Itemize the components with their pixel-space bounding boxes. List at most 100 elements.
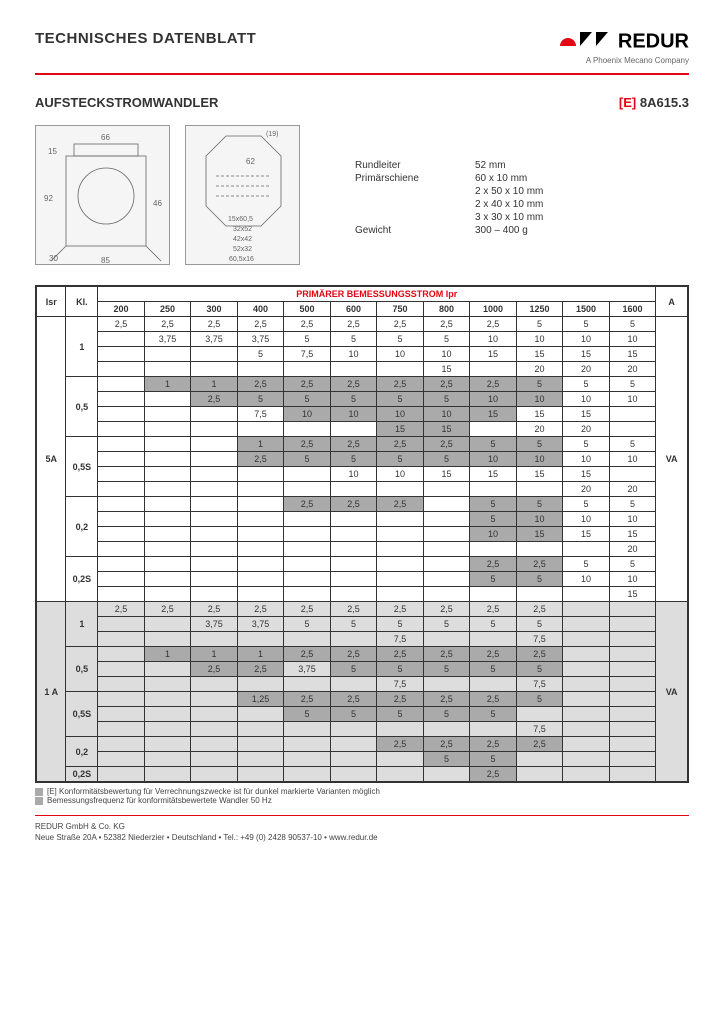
value-cell: 5 — [423, 752, 470, 767]
value-cell — [423, 557, 470, 572]
value-cell: 2,5 — [377, 377, 424, 392]
value-cell — [191, 557, 238, 572]
value-cell: 2,5 — [423, 377, 470, 392]
value-cell — [563, 722, 610, 737]
value-cell: 2,5 — [237, 317, 284, 332]
value-cell: 5 — [330, 662, 377, 677]
kl-cell: 0,2 — [66, 737, 98, 767]
kl-cell: 0,2S — [66, 557, 98, 602]
value-cell: 5 — [377, 707, 424, 722]
spec-value: 3 x 30 x 10 mm — [475, 212, 595, 223]
spec-label: Rundleiter — [355, 160, 475, 171]
value-cell: 2,5 — [237, 377, 284, 392]
value-cell — [609, 617, 656, 632]
value-cell — [284, 572, 331, 587]
value-cell — [563, 752, 610, 767]
a-header: A — [656, 287, 688, 317]
current-column-header: 250 — [144, 302, 191, 317]
value-cell: 2,5 — [191, 317, 238, 332]
footnote-line: Bemessungsfrequenz für konformitätsbewer… — [35, 796, 689, 805]
footer-divider — [35, 815, 689, 816]
value-cell — [330, 482, 377, 497]
value-cell: 2,5 — [330, 317, 377, 332]
value-cell: 5 — [563, 557, 610, 572]
value-cell — [563, 662, 610, 677]
value-cell — [377, 767, 424, 782]
value-cell — [330, 737, 377, 752]
value-cell: 7,5 — [516, 632, 563, 647]
value-cell — [609, 767, 656, 782]
logo-subtitle: A Phoenix Mecano Company — [558, 56, 689, 65]
ratings-table: Isr Kl. PRIMÄRER BEMESSUNGSSTROM Ipr A20… — [35, 285, 689, 783]
value-cell — [330, 767, 377, 782]
value-cell: 5 — [470, 497, 517, 512]
value-cell — [237, 497, 284, 512]
value-cell: 3,75 — [191, 617, 238, 632]
value-cell — [144, 767, 191, 782]
value-cell: 2,5 — [423, 692, 470, 707]
value-cell — [609, 662, 656, 677]
value-cell — [563, 587, 610, 602]
page-title: TECHNISCHES DATENBLATT — [35, 30, 256, 47]
kl-cell: 0,5S — [66, 692, 98, 737]
value-cell — [144, 572, 191, 587]
header-divider — [35, 73, 689, 75]
value-cell: 10 — [377, 407, 424, 422]
value-cell: 5 — [377, 662, 424, 677]
value-cell — [144, 737, 191, 752]
value-cell: 3,75 — [191, 332, 238, 347]
value-cell: 20 — [516, 362, 563, 377]
value-cell — [191, 497, 238, 512]
spec-label — [355, 186, 475, 197]
value-cell: 15 — [470, 347, 517, 362]
value-cell: 20 — [609, 542, 656, 557]
value-cell — [144, 677, 191, 692]
value-cell: 2,5 — [377, 647, 424, 662]
value-cell — [470, 587, 517, 602]
value-cell — [98, 542, 145, 557]
value-cell — [98, 587, 145, 602]
current-column-header: 300 — [191, 302, 238, 317]
value-cell: 2,5 — [470, 647, 517, 662]
value-cell: 2,5 — [284, 692, 331, 707]
value-cell: 15 — [423, 362, 470, 377]
current-column-header: 1000 — [470, 302, 517, 317]
value-cell — [563, 767, 610, 782]
kl-cell: 0,5 — [66, 647, 98, 692]
value-cell: 1 — [237, 647, 284, 662]
value-cell: 7,5 — [377, 632, 424, 647]
value-cell: 5 — [563, 377, 610, 392]
value-cell: 15 — [609, 347, 656, 362]
footnote-marker — [35, 797, 43, 805]
current-column-header: 1600 — [609, 302, 656, 317]
value-cell — [191, 767, 238, 782]
value-cell: 5 — [516, 497, 563, 512]
value-cell — [191, 452, 238, 467]
value-cell — [237, 572, 284, 587]
value-cell: 5 — [284, 452, 331, 467]
spec-label: Primärschiene — [355, 173, 475, 184]
value-cell: 7,5 — [377, 677, 424, 692]
value-cell: 2,5 — [237, 452, 284, 467]
value-cell: 5 — [284, 617, 331, 632]
value-cell: 15 — [516, 407, 563, 422]
value-cell — [284, 527, 331, 542]
value-cell — [609, 467, 656, 482]
value-cell — [470, 722, 517, 737]
value-cell: 5 — [470, 617, 517, 632]
value-cell: 15 — [609, 527, 656, 542]
value-cell: 2,5 — [423, 602, 470, 617]
value-cell: 5 — [237, 392, 284, 407]
value-cell: 5 — [516, 572, 563, 587]
value-cell: 2,5 — [284, 602, 331, 617]
value-cell — [470, 677, 517, 692]
spec-value: 300 – 400 g — [475, 225, 595, 236]
value-cell: 10 — [330, 347, 377, 362]
value-cell — [98, 467, 145, 482]
value-cell — [330, 587, 377, 602]
value-cell: 2,5 — [423, 737, 470, 752]
value-cell — [609, 677, 656, 692]
value-cell — [516, 482, 563, 497]
value-cell — [144, 662, 191, 677]
current-column-header: 750 — [377, 302, 424, 317]
